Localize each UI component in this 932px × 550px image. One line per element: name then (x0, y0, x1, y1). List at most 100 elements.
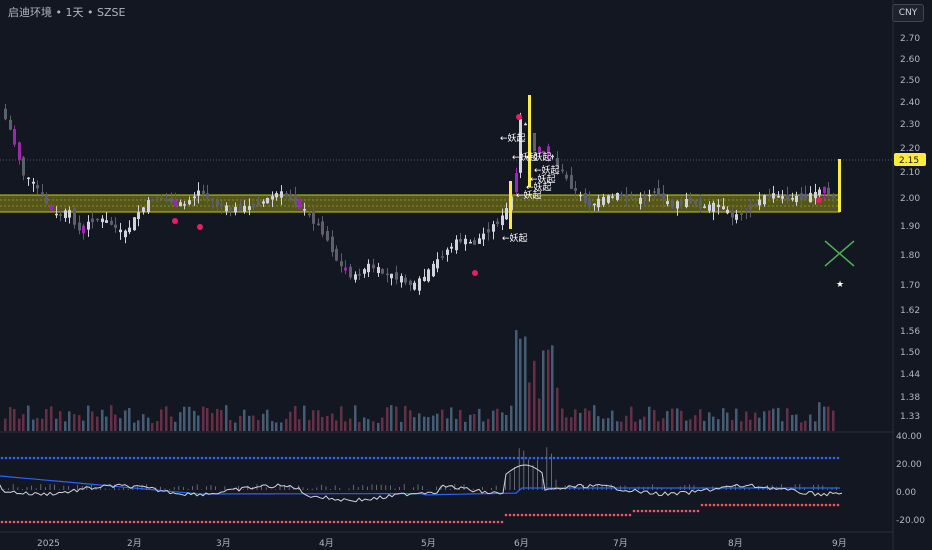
lower-dot (504, 513, 508, 517)
lower-dot (684, 509, 688, 513)
upper-dot (788, 456, 792, 460)
lower-dot (492, 520, 496, 524)
volume-bar (160, 409, 163, 431)
lower-dot (644, 509, 648, 513)
candle-body (372, 264, 375, 269)
support-zone[interactable] (0, 195, 840, 212)
candle-body (275, 193, 278, 198)
candle-body (492, 224, 495, 232)
lower-dot (108, 520, 112, 524)
candle-body (689, 198, 692, 204)
upper-dot (492, 456, 496, 460)
candle-body (809, 192, 812, 203)
volume-bar (27, 405, 30, 431)
interval-label[interactable]: 1天 (65, 6, 84, 19)
volume-bar (220, 410, 223, 431)
upper-dot (508, 456, 512, 460)
upper-dot (108, 456, 112, 460)
lower-dot (164, 520, 168, 524)
lower-dot (284, 520, 288, 524)
candle-body (206, 193, 209, 199)
volume-bar (137, 420, 140, 431)
upper-dot (156, 456, 160, 460)
candle-body (708, 204, 711, 211)
lower-dot (800, 503, 804, 507)
volume-bar (82, 420, 85, 431)
volume-bar (59, 411, 62, 431)
time-axis[interactable]: 2025 2月 3月 4月 5月 6月 7月 8月 9月 (37, 538, 847, 549)
candle-body (105, 220, 108, 223)
upper-dot (248, 456, 252, 460)
exchange-label: SZSE (97, 6, 126, 19)
candle-body (469, 241, 472, 244)
lower-dot (792, 503, 796, 507)
upper-dot (616, 456, 620, 460)
upper-dot (232, 456, 236, 460)
volume-bar (574, 409, 577, 431)
candle-body (478, 238, 481, 244)
lower-dot (320, 520, 324, 524)
lower-dot (568, 513, 572, 517)
lower-dot (196, 520, 200, 524)
lower-dot (308, 520, 312, 524)
volume-bar (676, 408, 679, 431)
candle-body (505, 208, 508, 220)
upper-dot (220, 456, 224, 460)
price-axis[interactable]: 2.70 2.60 2.50 2.40 2.30 2.20 2.10 2.00 1.90 1.80… (900, 34, 920, 422)
candle-body (239, 203, 242, 212)
volume-bar (519, 338, 522, 431)
volume-bar (211, 413, 214, 431)
candle-body (795, 195, 798, 203)
upper-dot (296, 456, 300, 460)
lower-dot (344, 520, 348, 524)
lower-dot (836, 503, 840, 507)
lower-dot (244, 520, 248, 524)
candle-body (170, 197, 173, 203)
lower-dot (704, 503, 708, 507)
upper-dot (560, 456, 564, 460)
lower-dot (772, 503, 776, 507)
volume-bar (740, 421, 743, 431)
lower-dot (144, 520, 148, 524)
price-tick: 2.20 (900, 144, 920, 154)
volume-bar (110, 405, 113, 431)
candle-body (754, 203, 757, 206)
lower-dot (820, 503, 824, 507)
candle-body (22, 157, 25, 176)
markers-group (172, 114, 822, 276)
price-tick: 1.50 (900, 348, 920, 358)
signal-bar (838, 159, 841, 212)
candle-body (745, 210, 748, 212)
signal-dot (172, 218, 178, 224)
lower-dot (356, 520, 360, 524)
candle-body (404, 277, 407, 283)
volume-bar (671, 408, 674, 431)
upper-dot (776, 456, 780, 460)
candle-body (386, 273, 389, 276)
upper-dot (824, 456, 828, 460)
lower-dot (228, 520, 232, 524)
upper-dot (392, 456, 396, 460)
volume-bar (308, 420, 311, 431)
candle-body (285, 193, 288, 197)
lower-dot (540, 513, 544, 517)
lower-dot (224, 520, 228, 524)
candle-body (487, 229, 490, 233)
upper-dot (424, 456, 428, 460)
upper-dot (676, 456, 680, 460)
lower-dot (576, 513, 580, 517)
upper-dot (480, 456, 484, 460)
volume-bar (114, 414, 117, 431)
volume-bar (515, 330, 518, 431)
upper-dot (524, 456, 528, 460)
volume-bar (216, 408, 219, 431)
volume-bar (432, 415, 435, 431)
volume-bar (78, 415, 81, 431)
candle-body (266, 197, 269, 204)
volume-bar (800, 422, 803, 431)
candle-body (298, 198, 301, 209)
candle-body (197, 190, 200, 196)
upper-dot (400, 456, 404, 460)
volume-bar (41, 418, 44, 431)
